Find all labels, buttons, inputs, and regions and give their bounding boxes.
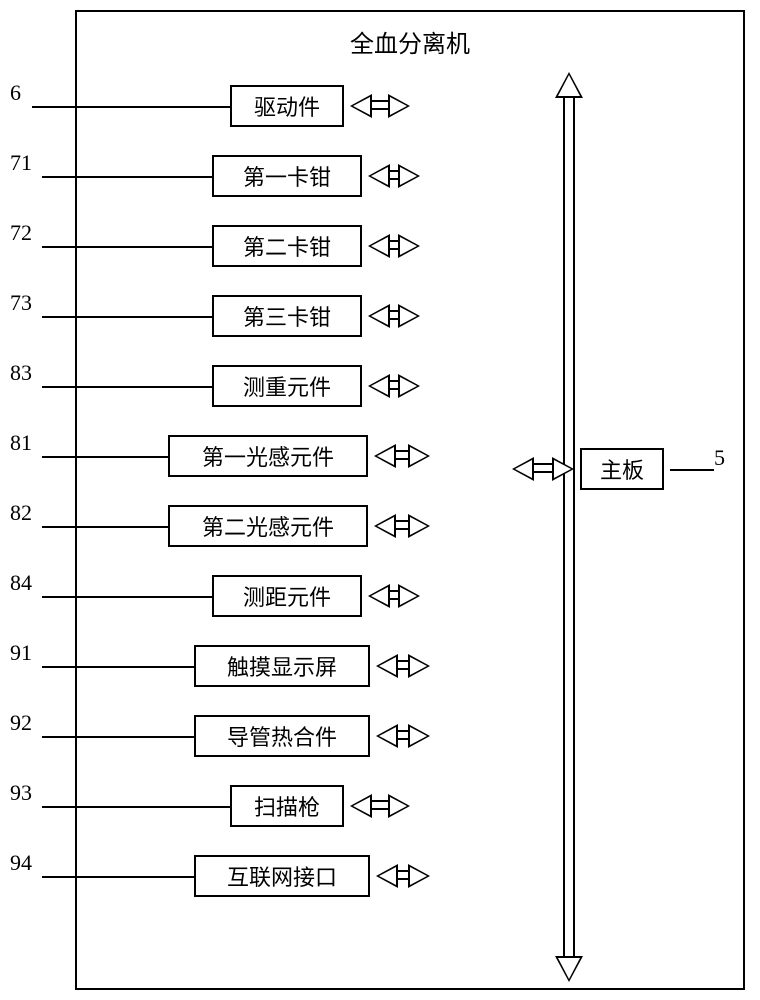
component-box-weight: 测重元件	[212, 365, 362, 407]
callout-leader	[42, 736, 194, 738]
callout-number: 6	[10, 80, 21, 106]
bidir-arrow	[376, 864, 430, 888]
callout-number: 5	[714, 445, 725, 471]
bidir-arrow	[350, 94, 410, 118]
component-box-photo1: 第一光感元件	[168, 435, 368, 477]
callout-number: 84	[10, 570, 32, 596]
bidir-arrow	[368, 234, 420, 258]
bidir-arrow	[374, 514, 430, 538]
component-box-clamp2: 第二卡钳	[212, 225, 362, 267]
callout-number: 83	[10, 360, 32, 386]
component-label: 第三卡钳	[243, 300, 331, 332]
callout-leader	[42, 876, 194, 878]
component-label: 触摸显示屏	[227, 650, 337, 682]
bidir-arrow	[368, 164, 420, 188]
component-box-driver: 驱动件	[230, 85, 344, 127]
diagram-title: 全血分离机	[350, 24, 470, 59]
bidir-arrow	[368, 584, 420, 608]
callout-number: 91	[10, 640, 32, 666]
bidir-arrow	[350, 794, 410, 818]
component-label: 互联网接口	[227, 860, 337, 892]
callout-number: 72	[10, 220, 32, 246]
bidir-arrow	[512, 457, 574, 481]
component-label: 导管热合件	[227, 720, 337, 752]
component-label: 测重元件	[243, 370, 331, 402]
bidir-arrow	[368, 304, 420, 328]
component-box-clamp1: 第一卡钳	[212, 155, 362, 197]
component-label: 第二卡钳	[243, 230, 331, 262]
callout-number: 94	[10, 850, 32, 876]
callout-number: 93	[10, 780, 32, 806]
component-label: 第一光感元件	[202, 440, 334, 472]
callout-leader	[42, 806, 230, 808]
callout-leader	[670, 469, 714, 471]
component-box-scanner: 扫描枪	[230, 785, 344, 827]
bidir-arrow	[374, 444, 430, 468]
component-box-photo2: 第二光感元件	[168, 505, 368, 547]
component-label: 测距元件	[243, 580, 331, 612]
callout-leader	[42, 666, 194, 668]
callout-leader	[42, 526, 170, 528]
bus-vertical-arrow	[557, 72, 583, 982]
callout-leader	[42, 316, 212, 318]
callout-leader	[32, 106, 230, 108]
component-label: 扫描枪	[254, 790, 320, 822]
component-label: 第二光感元件	[202, 510, 334, 542]
callout-leader	[42, 176, 212, 178]
callout-leader	[42, 246, 212, 248]
component-box-mainboard: 主板	[580, 448, 664, 490]
bidir-arrow	[376, 724, 430, 748]
bidir-arrow	[376, 654, 430, 678]
component-box-distance: 测距元件	[212, 575, 362, 617]
component-label: 第一卡钳	[243, 160, 331, 192]
callout-number: 81	[10, 430, 32, 456]
bidir-arrow	[368, 374, 420, 398]
component-box-internet: 互联网接口	[194, 855, 370, 897]
callout-number: 73	[10, 290, 32, 316]
component-box-clamp3: 第三卡钳	[212, 295, 362, 337]
component-label: 主板	[600, 453, 644, 485]
callout-number: 71	[10, 150, 32, 176]
callout-leader	[42, 596, 212, 598]
component-box-touchscreen: 触摸显示屏	[194, 645, 370, 687]
callout-leader	[42, 456, 170, 458]
component-box-heatseal: 导管热合件	[194, 715, 370, 757]
component-label: 驱动件	[254, 90, 320, 122]
system-block-diagram: 全血分离机	[75, 10, 745, 990]
callout-leader	[42, 386, 212, 388]
callout-number: 82	[10, 500, 32, 526]
callout-number: 92	[10, 710, 32, 736]
